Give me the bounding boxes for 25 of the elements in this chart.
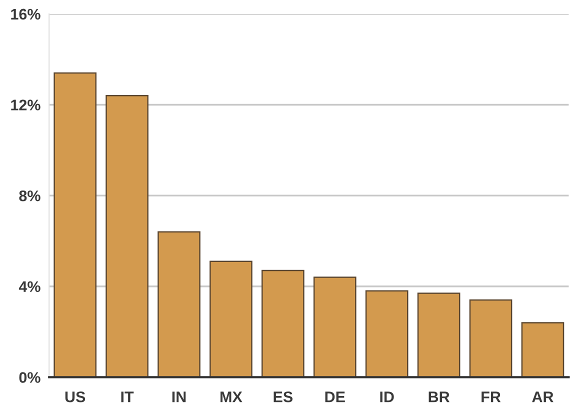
x-tick-label: US <box>65 391 86 402</box>
bar <box>262 270 304 378</box>
bar <box>158 231 200 378</box>
bar <box>106 95 148 378</box>
bar <box>469 299 512 378</box>
x-tick-label: IT <box>121 392 134 402</box>
bar <box>365 290 408 378</box>
y-tick-label: 8% <box>19 190 40 202</box>
x-tick-label: BR <box>428 392 450 402</box>
x-tick-label: AR <box>532 392 554 402</box>
x-tick-label: IN <box>172 392 186 402</box>
bar <box>210 260 252 378</box>
x-tick-label: DE <box>325 392 345 402</box>
bar <box>313 276 356 378</box>
y-tick-label: 4% <box>18 281 40 292</box>
x-tick-label: ID <box>380 392 394 402</box>
y-tick-label: 12% <box>11 100 40 110</box>
x-tick-label: FR <box>482 392 501 402</box>
x-tick-label: ES <box>274 391 293 402</box>
bar <box>417 292 460 378</box>
x-tick-label: MX <box>220 392 242 402</box>
bar <box>54 72 96 378</box>
y-tick-label: 0% <box>19 372 40 383</box>
bar <box>521 322 564 378</box>
y-tick-label: 16% <box>11 8 40 20</box>
